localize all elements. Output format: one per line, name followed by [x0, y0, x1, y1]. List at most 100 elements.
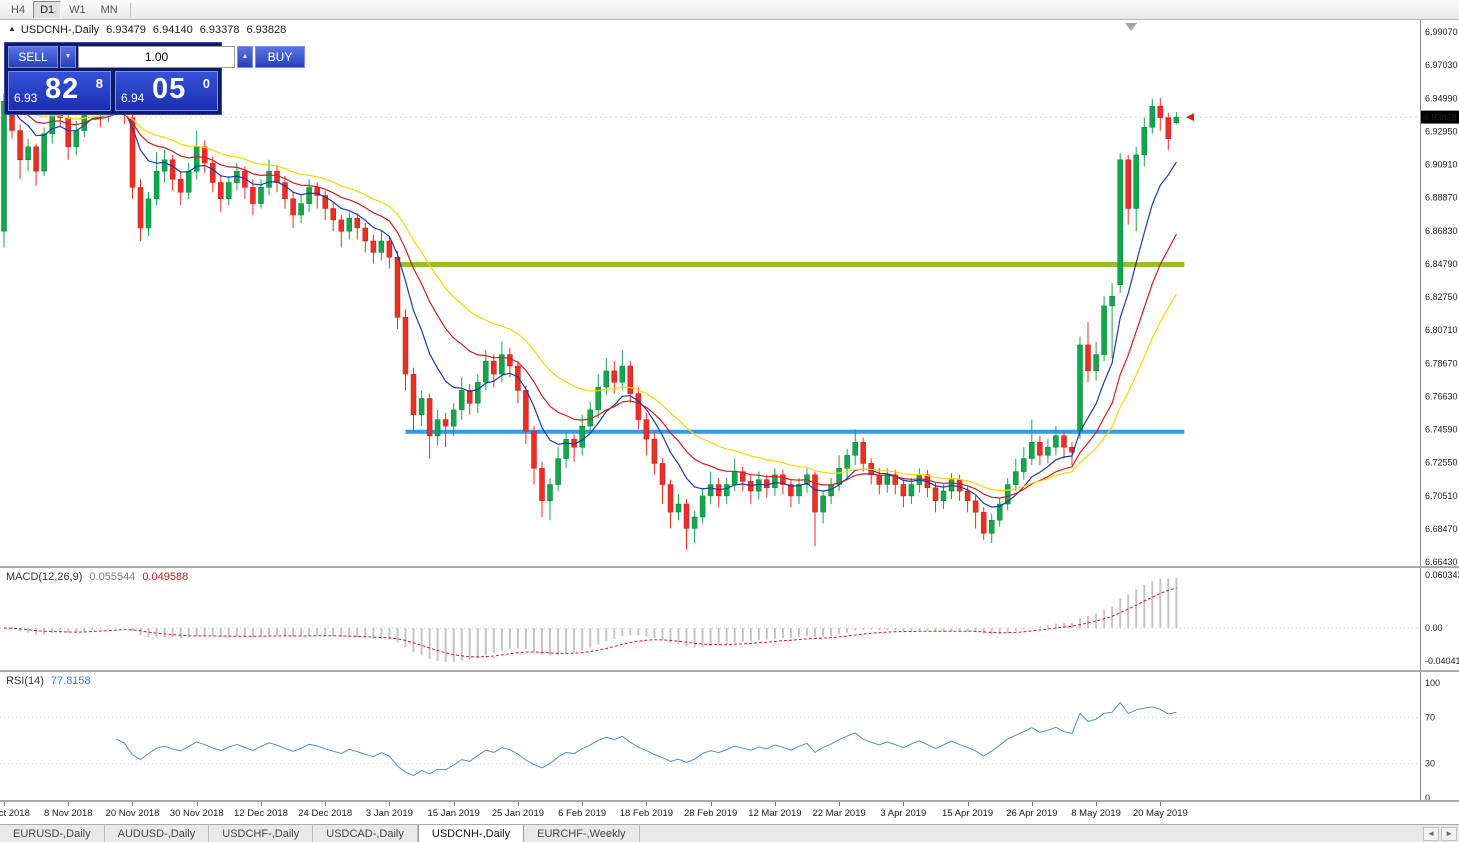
volume-dropdown-icon[interactable]: ▼ [60, 46, 76, 68]
tab-scroll-buttons: ◄ ► [1423, 827, 1457, 841]
macd-panel: MACD(12,26,9) 0.055544 0.049588 0.060342… [0, 568, 1459, 672]
tab-audusd-daily[interactable]: AUDUSD-,Daily [105, 825, 210, 842]
date-tick [260, 802, 262, 806]
date-axis[interactable]: 29 Oct 2018 8 Nov 2018 20 Nov 2018 30 Nov 2… [0, 802, 1459, 824]
tab-usdcad-daily[interactable]: USDCAD-,Daily [313, 825, 418, 842]
svg-text:6.99070: 6.99070 [1425, 27, 1458, 37]
macd-value: 0.055544 [89, 571, 136, 583]
sell-price-box[interactable]: 6.93 82 8 [8, 71, 111, 111]
svg-text:100: 100 [1425, 678, 1440, 688]
one-click-toggle-icon[interactable]: ▲ [8, 24, 16, 33]
date-tick [967, 802, 969, 806]
rsi-canvas: 100 70 30 0 [0, 672, 1440, 800]
svg-text:0.060342: 0.060342 [1425, 570, 1459, 580]
svg-text:6.94990: 6.94990 [1425, 93, 1458, 103]
date-label: 29 Oct 2018 [0, 808, 30, 819]
macd-label: MACD(12,26,9) 0.055544 0.049588 [6, 571, 189, 583]
timeframe-w1-button[interactable]: W1 [69, 3, 86, 16]
sell-price-main: 6.93 [14, 91, 38, 105]
date-label: 8 Nov 2018 [43, 808, 93, 819]
date-label: 6 Feb 2019 [558, 808, 607, 819]
price-chart-panel[interactable]: ▲ USDCNH-,Daily 6.93479 6.94140 6.93378 … [0, 20, 1459, 568]
date-tick [1160, 802, 1162, 806]
svg-text:-0.040415: -0.040415 [1425, 656, 1459, 666]
svg-text:6.93828: 6.93828 [1424, 113, 1457, 123]
date-label: 28 Feb 2019 [683, 808, 738, 819]
tab-usdcnh-daily[interactable]: USDCNH-,Daily [417, 825, 525, 842]
svg-text:6.88870: 6.88870 [1425, 193, 1458, 203]
date-tick [1031, 802, 1033, 806]
buy-button[interactable]: BUY [255, 46, 305, 68]
date-tick [582, 802, 584, 806]
svg-text:6.92950: 6.92950 [1425, 126, 1458, 136]
chart-info-line: ▲ USDCNH-,Daily 6.93479 6.94140 6.93378 … [8, 24, 286, 36]
date-label: 3 Jan 2019 [365, 808, 413, 819]
svg-text:6.84790: 6.84790 [1425, 259, 1458, 269]
timeframe-mn-button[interactable]: MN [100, 3, 118, 16]
ohlc-high: 6.94140 [152, 24, 193, 36]
ohlc-open: 6.93479 [106, 24, 146, 36]
chart-symbol-period: USDCNH-,Daily [20, 24, 100, 36]
rsi-panel: RSI(14) 77.8158 100 70 30 0 [0, 672, 1459, 802]
tab-scroll-left-icon[interactable]: ◄ [1423, 827, 1440, 841]
svg-text:6.74590: 6.74590 [1425, 425, 1458, 435]
macd-canvas: 0.060342 0.00 -0.040415 [0, 568, 1459, 670]
timeframe-toolbar: H4 D1 W1 MN [0, 0, 1459, 20]
date-tick [453, 802, 455, 806]
candlestick-canvas[interactable]: 6.99070 6.97030 6.94990 6.92950 6.90910 6.888… [0, 20, 1459, 566]
date-label: 15 Jan 2019 [427, 808, 480, 819]
rsi-value: 77.8158 [50, 675, 91, 687]
svg-text:6.80710: 6.80710 [1425, 325, 1458, 335]
date-label: 20 May 2019 [1132, 808, 1188, 819]
date-label: 26 Apr 2019 [1006, 808, 1058, 819]
buy-price-sup: 0 [202, 76, 210, 91]
date-label: 22 Mar 2019 [812, 808, 866, 819]
date-tick [774, 802, 776, 806]
tab-eurusd-daily[interactable]: EURUSD-,Daily [0, 825, 105, 842]
date-tick [325, 802, 327, 806]
ohlc-close: 6.93828 [246, 24, 287, 36]
date-label: 15 Apr 2019 [941, 808, 994, 819]
svg-text:30: 30 [1425, 759, 1435, 769]
volume-input[interactable] [78, 46, 235, 68]
date-label: 8 May 2019 [1071, 808, 1121, 819]
date-tick [1096, 802, 1098, 806]
date-tick [132, 802, 134, 806]
date-label: 24 Dec 2018 [298, 808, 353, 819]
tab-scroll-right-icon[interactable]: ► [1441, 827, 1457, 841]
svg-text:6.66430: 6.66430 [1425, 557, 1458, 566]
sell-price-sup: 8 [95, 76, 103, 91]
macd-signal-value: 0.049588 [142, 571, 189, 583]
timeframe-d1-button[interactable]: D1 [33, 0, 62, 19]
svg-text:6.76630: 6.76630 [1425, 391, 1458, 401]
date-tick [4, 802, 5, 806]
svg-text:6.72550: 6.72550 [1425, 458, 1458, 468]
timeframe-h4-button[interactable]: H4 [11, 3, 26, 16]
tab-usdchf-daily[interactable]: USDCHF-,Daily [209, 825, 314, 842]
ohlc-low: 6.93378 [199, 24, 240, 36]
date-label: 3 Apr 2019 [880, 808, 927, 819]
date-label: 30 Nov 2018 [169, 808, 224, 819]
date-label: 18 Feb 2019 [619, 808, 674, 819]
svg-text:6.82750: 6.82750 [1425, 292, 1458, 302]
date-tick [517, 802, 519, 806]
volume-spin-up-icon[interactable]: ▲ [237, 46, 253, 68]
sell-button[interactable]: SELL [8, 46, 58, 68]
date-tick [646, 802, 648, 806]
svg-text:6.90910: 6.90910 [1425, 160, 1458, 170]
date-tick [196, 802, 198, 806]
date-tick [839, 802, 841, 806]
date-label: 12 Mar 2019 [748, 808, 802, 819]
buy-price-big: 05 [152, 73, 187, 105]
tab-eurchf-weekly[interactable]: EURCHF-,Weekly [524, 825, 640, 842]
toolbar-separator [129, 2, 131, 17]
date-label: 25 Jan 2019 [491, 808, 545, 819]
date-tick [903, 802, 905, 806]
chart-tabs-bar: EURUSD-,Daily AUDUSD-,Daily USDCHF-,Dail… [0, 824, 1459, 842]
buy-price-box[interactable]: 6.94 05 0 [115, 71, 218, 111]
date-tick [389, 802, 391, 806]
svg-text:6.70510: 6.70510 [1425, 491, 1458, 501]
svg-text:6.86830: 6.86830 [1425, 226, 1458, 236]
svg-text:6.68470: 6.68470 [1425, 524, 1458, 534]
